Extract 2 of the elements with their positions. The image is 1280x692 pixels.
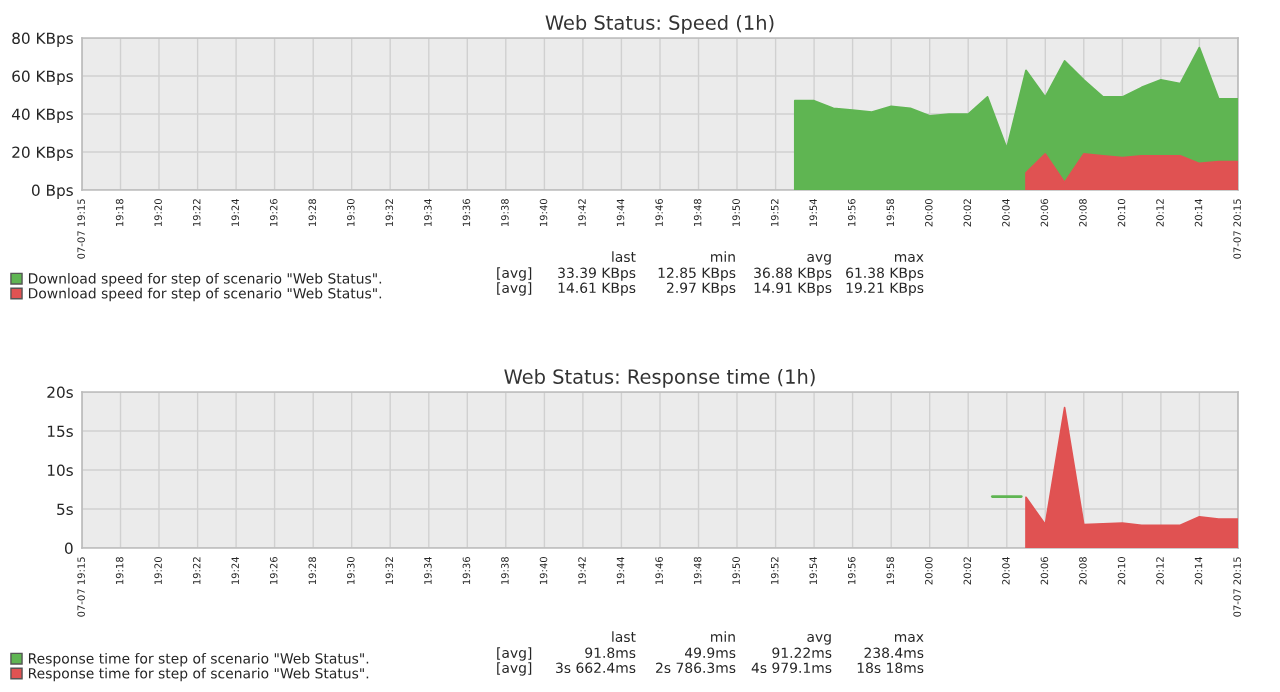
chart-title: Web Status: Response time (1h) — [504, 368, 815, 388]
chart-title: Web Status: Speed (1h) — [545, 14, 774, 34]
